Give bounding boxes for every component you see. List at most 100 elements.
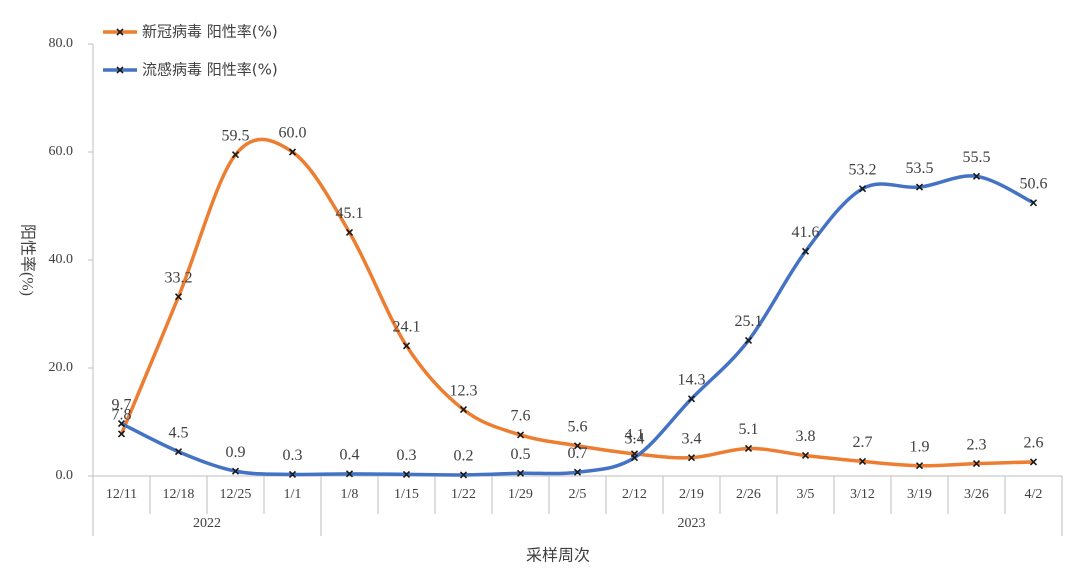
data-label: 50.6: [1020, 175, 1048, 192]
data-label: 5.6: [568, 418, 588, 435]
data-point: [744, 336, 753, 345]
data-point: [459, 406, 468, 414]
data-label: 3.4: [625, 430, 645, 447]
x-tick-label: 1/15: [394, 487, 419, 502]
data-label: 25.1: [735, 313, 763, 330]
data-point: [516, 469, 525, 477]
x-tick-label: 1/1: [284, 487, 302, 502]
series-line: [120, 174, 1035, 477]
data-label: 59.5: [222, 127, 250, 144]
x-tick-label: 4/2: [1025, 487, 1043, 502]
data-label: 24.1: [393, 319, 421, 336]
legend-label: 新冠病毒 阳性率(%): [142, 23, 278, 41]
x-tick-label: 2/5: [569, 487, 587, 502]
data-point: [174, 448, 183, 456]
x-tick-label: 12/11: [106, 487, 137, 502]
x-tick-label: 1/29: [508, 487, 533, 502]
x-tick-label: 3/19: [907, 487, 932, 502]
data-label: 2.3: [967, 436, 987, 453]
data-label: 1.9: [910, 438, 930, 455]
data-point: [231, 151, 240, 159]
data-point: [402, 470, 411, 478]
x-tick-label: 3/12: [850, 487, 875, 502]
data-label: 0.9: [226, 444, 246, 461]
data-point: [915, 462, 924, 470]
data-point: [858, 457, 867, 465]
data-label: 53.2: [849, 161, 877, 178]
data-point: [687, 454, 696, 462]
x-tick-label: 12/18: [163, 487, 195, 502]
data-label: 5.1: [739, 421, 759, 438]
data-label: 4.1: [625, 427, 645, 444]
data-point: [744, 444, 753, 453]
y-tick-label: 60.0: [49, 144, 74, 159]
data-point: [858, 185, 867, 193]
data-point: [117, 420, 126, 428]
data-label: 14.3: [678, 371, 706, 388]
y-axis-label: 阳性率(%): [18, 224, 36, 296]
data-point: [972, 460, 981, 468]
data-label: 3.4: [682, 430, 702, 447]
data-point: [288, 148, 297, 156]
data-point: [573, 468, 582, 476]
x-axis-label: 采样周次: [526, 547, 590, 565]
data-point: [288, 470, 297, 478]
data-point: [972, 172, 981, 180]
year-label: 2023: [678, 516, 706, 531]
data-point: [231, 467, 240, 475]
series-line: [119, 137, 1034, 468]
x-tick-label: 12/25: [220, 487, 252, 502]
data-label: 41.6: [792, 224, 820, 241]
y-tick-label: 20.0: [49, 360, 74, 375]
data-point: [459, 471, 468, 479]
data-label: 33.2: [165, 269, 193, 286]
data-point: [345, 470, 354, 478]
data-point: [1029, 199, 1038, 207]
data-label: 4.5: [169, 424, 189, 441]
data-label: 0.3: [397, 447, 417, 464]
data-label: 53.5: [906, 160, 934, 177]
x-tick-label: 1/8: [341, 487, 359, 502]
data-point: [630, 454, 639, 462]
data-label: 7.8: [112, 407, 132, 424]
data-point: [117, 430, 126, 438]
data-label: 45.1: [336, 205, 364, 222]
data-label: 0.2: [454, 448, 474, 465]
data-label: 2.6: [1024, 435, 1044, 452]
data-point: [1029, 458, 1038, 466]
legend-marker: [116, 66, 124, 74]
data-label: 9.7: [112, 396, 132, 413]
data-point: [687, 395, 696, 403]
x-tick-label: 3/26: [964, 487, 989, 502]
legend-label: 流感病毒 阳性率(%): [142, 61, 278, 79]
data-label: 0.4: [340, 447, 360, 464]
x-tick-label: 2/19: [679, 487, 704, 502]
x-tick-label: 1/22: [451, 487, 476, 502]
data-point: [915, 183, 924, 191]
data-point: [801, 247, 810, 255]
y-tick-label: 0.0: [56, 468, 74, 483]
x-tick-label: 2/12: [622, 487, 647, 502]
data-point: [801, 451, 810, 460]
data-point: [573, 442, 582, 450]
x-tick-label: 3/5: [797, 487, 815, 502]
legend-marker: [116, 28, 124, 36]
data-label: 12.3: [450, 382, 478, 399]
x-tick-label: 2/26: [736, 487, 761, 502]
data-label: 0.3: [283, 447, 303, 464]
y-tick-label: 80.0: [49, 36, 74, 51]
y-tick-label: 40.0: [49, 252, 74, 267]
data-label: 0.5: [511, 446, 531, 463]
data-point: [174, 293, 183, 301]
data-label: 2.7: [853, 434, 873, 451]
data-label: 7.6: [511, 408, 531, 425]
data-point: [402, 342, 411, 350]
year-label: 2022: [193, 516, 221, 531]
data-label: 60.0: [279, 125, 307, 142]
data-label: 3.8: [796, 428, 816, 445]
data-point: [516, 431, 525, 439]
data-point: [345, 228, 354, 237]
data-label: 55.5: [963, 149, 991, 166]
data-label: 0.7: [568, 445, 588, 462]
